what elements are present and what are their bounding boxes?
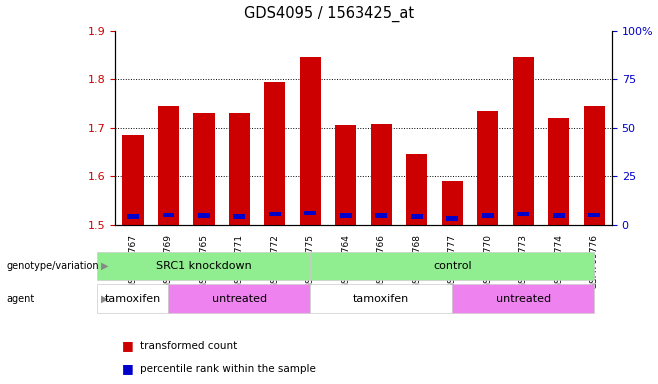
- Bar: [588, 212, 600, 217]
- Text: genotype/variation: genotype/variation: [7, 261, 99, 271]
- Text: tamoxifen: tamoxifen: [353, 293, 409, 304]
- Text: ▶: ▶: [101, 261, 109, 271]
- Text: transformed count: transformed count: [140, 341, 238, 351]
- Bar: [158, 106, 179, 225]
- Bar: [305, 210, 316, 215]
- Text: untreated: untreated: [495, 293, 551, 304]
- Text: ■: ■: [122, 339, 134, 352]
- Text: untreated: untreated: [212, 293, 267, 304]
- Text: percentile rank within the sample: percentile rank within the sample: [140, 364, 316, 374]
- Text: agent: agent: [7, 293, 35, 304]
- Bar: [127, 214, 139, 219]
- Bar: [340, 214, 351, 218]
- Text: control: control: [433, 261, 472, 271]
- Bar: [229, 113, 250, 225]
- Bar: [446, 217, 458, 221]
- Text: SRC1 knockdown: SRC1 knockdown: [156, 261, 252, 271]
- Bar: [198, 214, 210, 218]
- Bar: [442, 181, 463, 225]
- Bar: [163, 212, 174, 217]
- Bar: [517, 212, 529, 217]
- Bar: [234, 214, 245, 219]
- Bar: [513, 57, 534, 225]
- Bar: [370, 124, 392, 225]
- Bar: [411, 214, 422, 219]
- Text: ▶: ▶: [101, 293, 109, 304]
- Bar: [264, 82, 286, 225]
- Bar: [548, 118, 569, 225]
- Bar: [376, 214, 387, 218]
- Bar: [477, 111, 498, 225]
- Bar: [584, 106, 605, 225]
- Bar: [335, 125, 357, 225]
- Text: tamoxifen: tamoxifen: [105, 293, 161, 304]
- Bar: [122, 135, 143, 225]
- Bar: [299, 57, 321, 225]
- Bar: [269, 212, 281, 217]
- Text: ■: ■: [122, 362, 134, 375]
- Bar: [553, 214, 565, 218]
- Bar: [406, 154, 428, 225]
- Text: GDS4095 / 1563425_at: GDS4095 / 1563425_at: [244, 6, 414, 22]
- Bar: [482, 214, 494, 218]
- Bar: [193, 113, 215, 225]
